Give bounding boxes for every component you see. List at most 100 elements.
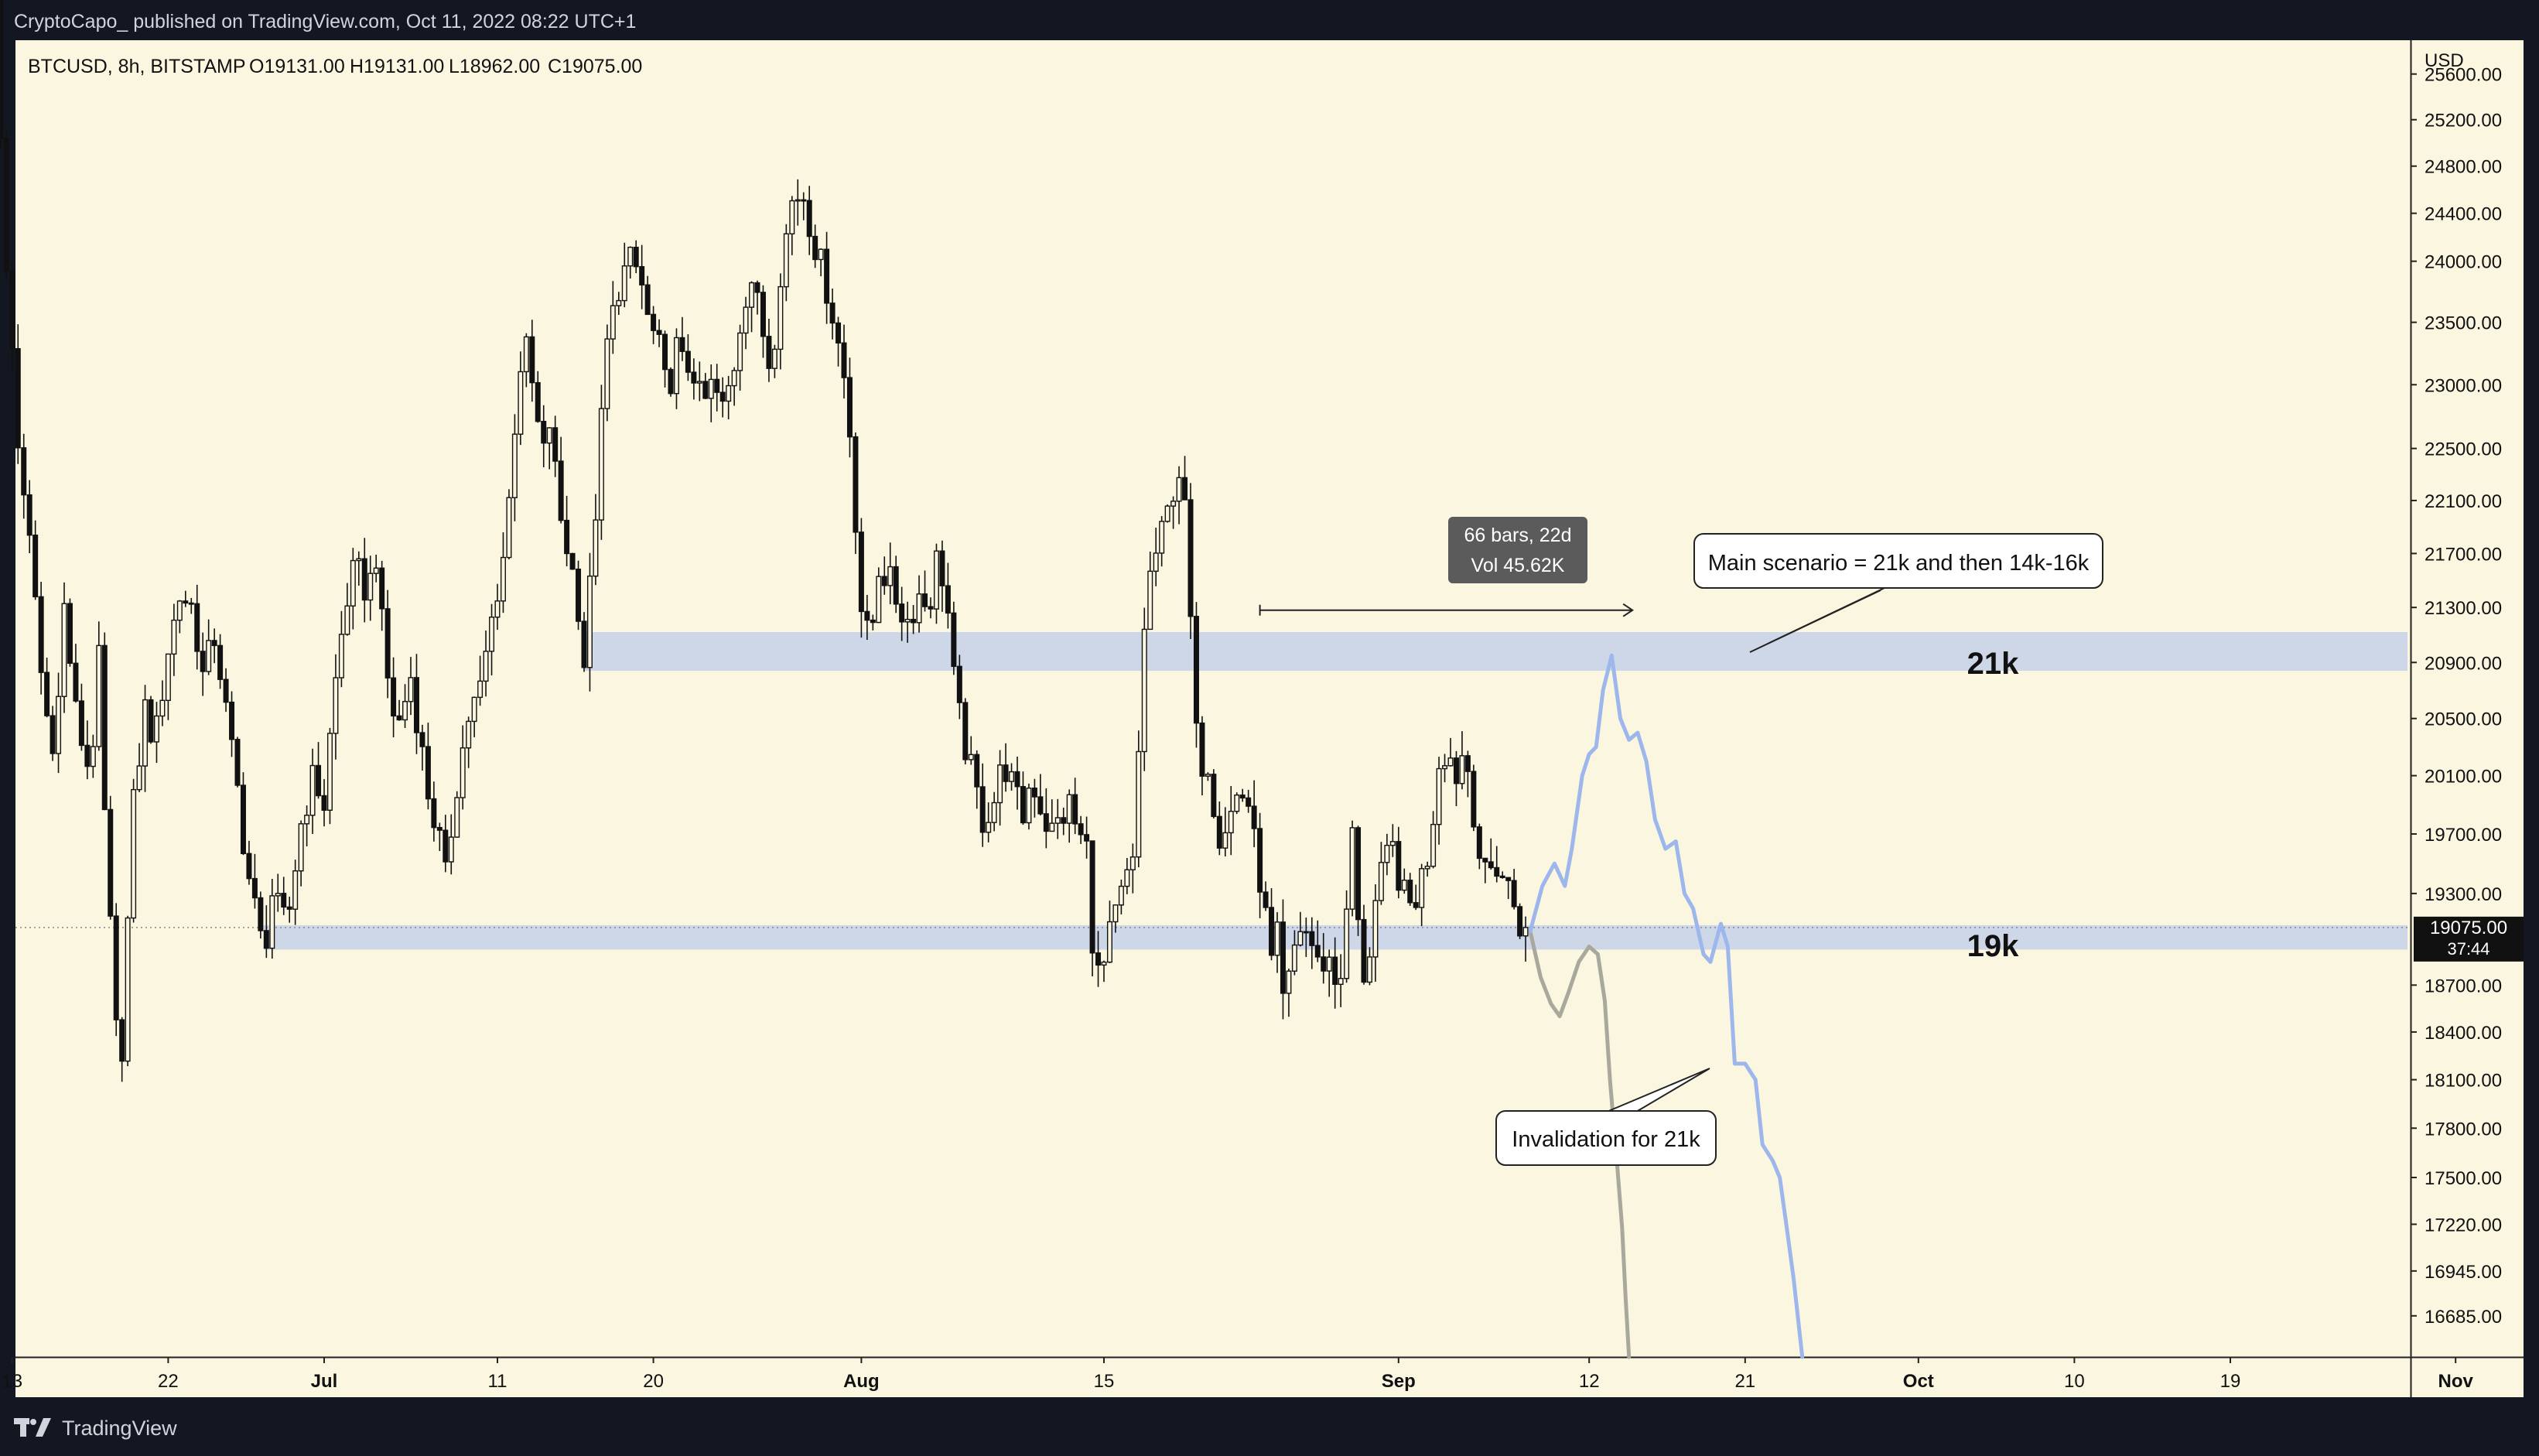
candle-up	[292, 870, 299, 910]
callout-invalidation[interactable]: Invalidation for 21k	[1495, 1068, 1717, 1166]
candle-up	[1372, 900, 1379, 958]
candle-down	[396, 715, 402, 721]
candle-up	[1153, 552, 1159, 572]
candle-up	[598, 408, 604, 521]
candle-down	[836, 322, 842, 343]
candle-up	[1159, 521, 1165, 554]
candle-down	[361, 558, 367, 601]
candle-up	[518, 371, 524, 435]
candle-down	[258, 897, 264, 931]
candle-down	[576, 568, 582, 622]
price-tick-label: 24000.00	[2425, 252, 2502, 273]
candle-down	[962, 702, 969, 760]
time-axis-bg[interactable]	[15, 1357, 2411, 1397]
candle-down	[73, 662, 79, 702]
candle-down	[702, 381, 709, 399]
tradingview-logo[interactable]: TradingView	[14, 1413, 177, 1444]
candle-up	[627, 246, 634, 267]
candle-up	[269, 895, 275, 949]
measure-arrow-head	[1622, 603, 1635, 617]
candle-down	[1187, 499, 1194, 617]
candle-down	[679, 337, 685, 352]
candle-down	[391, 677, 397, 717]
candle-down	[945, 585, 951, 614]
chart-pane[interactable]	[15, 40, 2411, 1357]
candle-up	[916, 593, 922, 624]
time-tick-label: 19	[2220, 1371, 2241, 1392]
candle-down	[281, 893, 287, 908]
candle-down	[922, 593, 928, 607]
candle-up	[1106, 921, 1112, 963]
candle-down	[1361, 918, 1367, 983]
support-resistance-zones	[263, 631, 2407, 950]
measure-tool[interactable]: 66 bars, 22d Vol 45.62K	[1259, 517, 1635, 617]
candle-down	[651, 313, 657, 331]
candle-up	[696, 381, 702, 384]
candle-down	[1464, 755, 1471, 772]
candle-up	[593, 519, 599, 577]
price-tick-label: 20100.00	[2425, 767, 2502, 788]
candle-down	[1303, 931, 1309, 934]
candle-up	[373, 567, 379, 574]
time-tick-label: 15	[1094, 1371, 1115, 1392]
candle-down	[1263, 891, 1269, 908]
branding-bar: TradingView	[0, 1397, 2539, 1456]
callout-invalidation-text: Invalidation for 21k	[1512, 1127, 1700, 1152]
candle-up	[1222, 832, 1228, 849]
price-axis-ticks[interactable]: 25600.00 25200.00 24800.00 24400.00 24000.00…	[2411, 65, 2502, 1328]
candle-up	[1430, 823, 1437, 867]
candle-down	[668, 368, 674, 395]
candle-down	[1355, 827, 1362, 921]
candle-down	[1476, 826, 1482, 860]
candle-up	[1118, 885, 1124, 906]
candle-down	[1505, 877, 1512, 881]
candle-down	[766, 336, 772, 369]
candle-down	[911, 618, 917, 624]
candle-down	[316, 764, 322, 797]
candlesticks	[0, 0, 1529, 1082]
callout-main-scenario[interactable]: Main scenario = 21k and then 14k-16k	[1693, 533, 2103, 653]
candle-up	[344, 605, 350, 635]
candle-down	[569, 552, 576, 570]
candle-up	[1234, 794, 1240, 812]
candle-up	[968, 754, 974, 760]
price-tick-label: 18100.00	[2425, 1071, 2502, 1092]
candle-down	[1078, 823, 1084, 836]
time-axis-ticks[interactable]: 1322Jul1120Aug15Sep1221Oct1019Nov14Dec	[2, 1357, 2539, 1392]
candle-up	[1338, 978, 1344, 986]
candle-down	[1257, 828, 1263, 893]
candle-down	[32, 535, 39, 598]
candle-down	[1043, 813, 1049, 832]
time-tick-label: Aug	[843, 1371, 880, 1392]
time-tick-label: 12	[1579, 1371, 1600, 1392]
candle-up	[1419, 868, 1425, 908]
candle-down	[217, 644, 224, 680]
candle-down	[853, 436, 859, 533]
candle-up	[1442, 765, 1448, 770]
candle-down	[1396, 841, 1402, 891]
candle-down	[858, 531, 864, 613]
candle-down	[183, 600, 189, 604]
ohlc-legend[interactable]: BTCUSD, 8h, BITSTAMP O19131.00 H19131.00…	[28, 56, 642, 77]
candle-down	[829, 302, 836, 324]
callout-main-box	[1693, 533, 2103, 589]
publish-info-bar: CryptoCapo_ published on TradingView.com…	[0, 0, 2539, 40]
time-tick-label: 21	[1734, 1371, 1755, 1392]
candle-down	[38, 596, 44, 673]
candle-up	[1049, 822, 1055, 832]
candle-up	[1522, 927, 1529, 937]
candle-up	[1026, 788, 1032, 824]
candle-down	[754, 282, 760, 293]
candle-down	[1182, 477, 1188, 501]
price-tick-label: 16945.00	[2425, 1262, 2502, 1283]
price-axis-bg[interactable]	[2411, 40, 2524, 1357]
price-tick-label: 17800.00	[2425, 1119, 2502, 1140]
candle-down	[431, 798, 437, 829]
callout-main-text: Main scenario = 21k and then 14k-16k	[1708, 551, 2090, 576]
price-tick-label: 23000.00	[2425, 375, 2502, 396]
candle-up	[1424, 866, 1430, 870]
candle-down	[194, 603, 200, 652]
candle-up	[1389, 841, 1396, 846]
candle-up	[1054, 817, 1061, 824]
